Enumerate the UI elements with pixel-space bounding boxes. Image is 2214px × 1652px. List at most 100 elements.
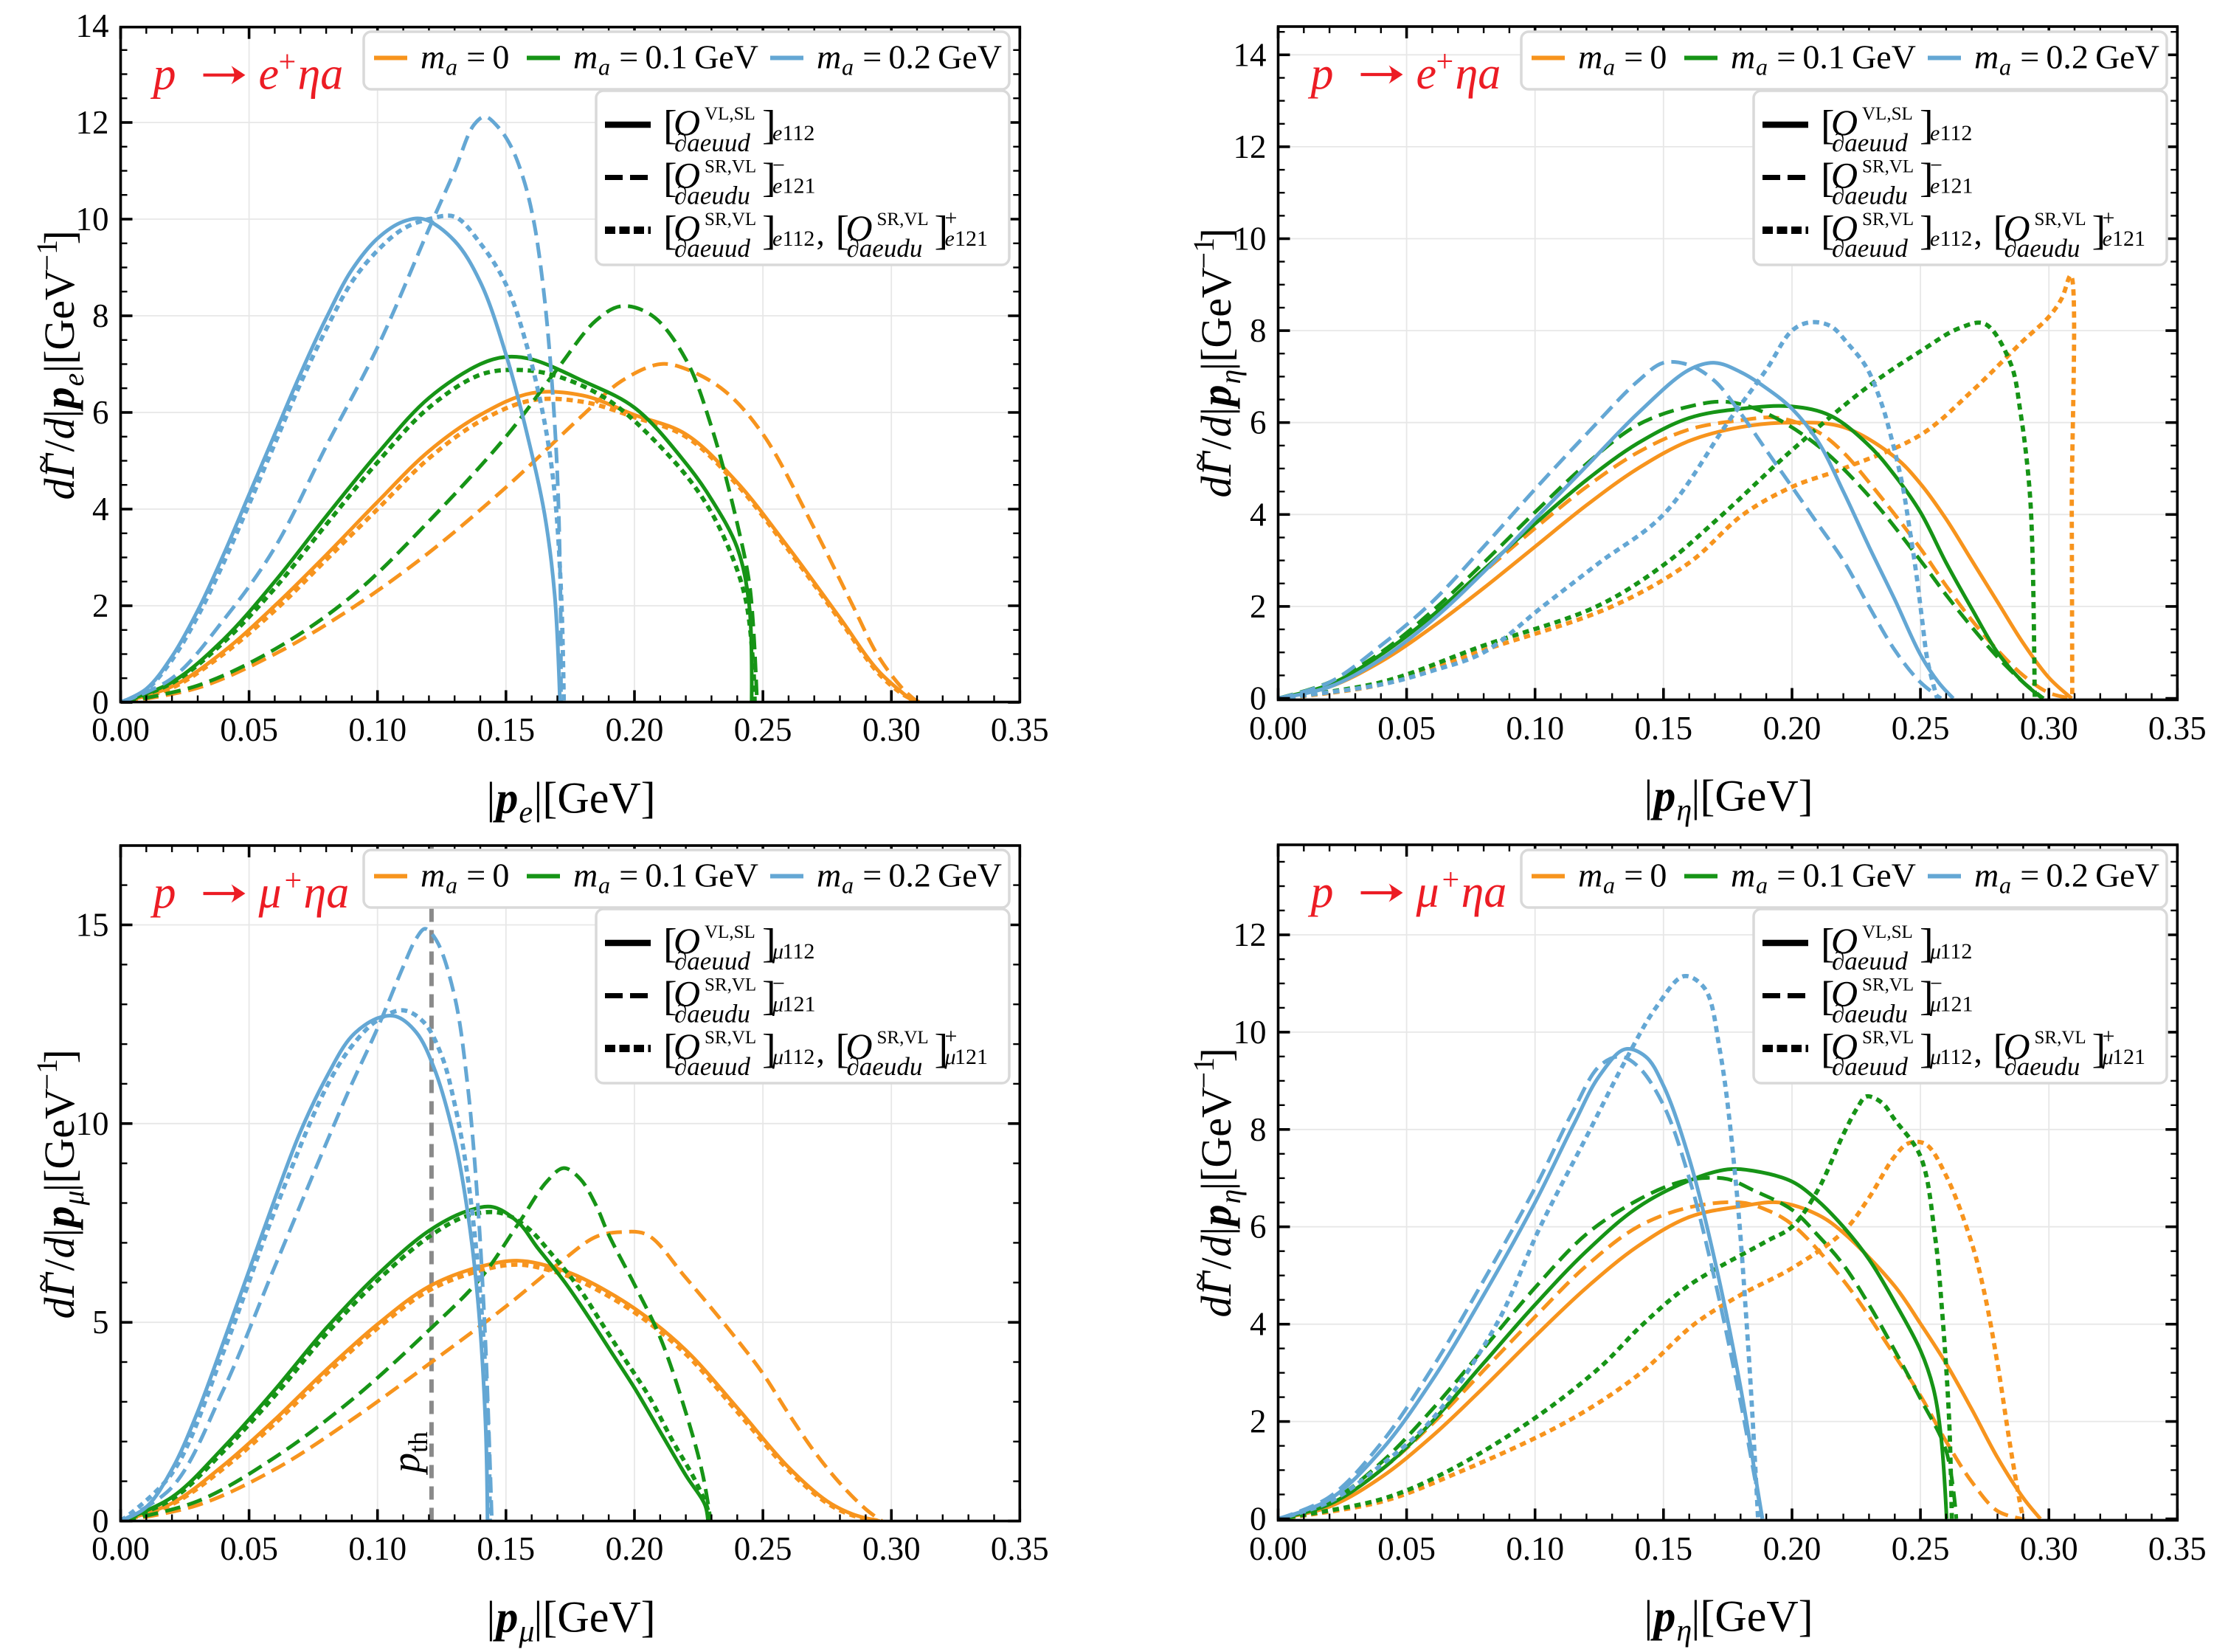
svg-text:|: | xyxy=(486,774,495,823)
svg-text:121: 121 xyxy=(2112,1045,2145,1069)
svg-text:∂aeuud: ∂aeuud xyxy=(674,947,750,975)
svg-text:a: a xyxy=(1756,54,1768,80)
svg-text:p: p xyxy=(1192,1205,1240,1230)
svg-text:4: 4 xyxy=(1250,496,1267,533)
svg-text:4: 4 xyxy=(1250,1306,1267,1343)
svg-text:|[GeV]: |[GeV] xyxy=(533,774,655,823)
svg-text:121: 121 xyxy=(2112,227,2145,251)
svg-text:= 0.2 GeV: = 0.2 GeV xyxy=(856,857,1002,894)
svg-text:d: d xyxy=(1192,1235,1240,1257)
svg-text:0.05: 0.05 xyxy=(1377,1530,1436,1567)
svg-text:O: O xyxy=(1831,155,1858,196)
svg-text:121: 121 xyxy=(1940,174,1973,198)
svg-text:10: 10 xyxy=(1234,221,1267,258)
svg-text:μ: μ xyxy=(1929,939,1941,964)
svg-text:[: [ xyxy=(1821,921,1835,967)
svg-text:∂aeuud: ∂aeuud xyxy=(1832,1052,1908,1081)
svg-text:112: 112 xyxy=(783,939,815,964)
svg-text:SR,VL: SR,VL xyxy=(877,210,929,229)
svg-text:m: m xyxy=(1731,38,1755,76)
svg-text:121: 121 xyxy=(1940,992,1973,1017)
svg-text:d: d xyxy=(35,1237,83,1259)
svg-text:m: m xyxy=(1578,38,1602,76)
svg-text:μ: μ xyxy=(57,1190,90,1206)
svg-text:0.25: 0.25 xyxy=(1892,1530,1950,1567)
svg-text:112: 112 xyxy=(1940,121,1973,145)
svg-text:d: d xyxy=(1192,1296,1240,1318)
svg-text:0.30: 0.30 xyxy=(862,1530,921,1567)
svg-text:d: d xyxy=(35,1297,83,1319)
svg-text:m: m xyxy=(817,38,841,76)
svg-text:= 0.1 GeV: = 0.1 GeV xyxy=(1770,857,1916,894)
svg-text:∂aeuud: ∂aeuud xyxy=(1832,234,1908,263)
svg-text:−1: −1 xyxy=(1187,1057,1220,1089)
svg-text:/: / xyxy=(35,1259,83,1271)
svg-text:a: a xyxy=(1999,54,2011,80)
svg-text:−1: −1 xyxy=(30,240,63,272)
svg-text:,: , xyxy=(817,215,825,252)
svg-text:]: ] xyxy=(935,208,949,254)
svg-text:|: | xyxy=(1192,407,1240,416)
svg-text:SR,VL: SR,VL xyxy=(1862,975,1914,995)
svg-text:0.20: 0.20 xyxy=(606,1530,664,1567)
svg-text:= 0: = 0 xyxy=(460,857,509,894)
svg-text:= 0.2 GeV: = 0.2 GeV xyxy=(2013,857,2159,894)
svg-text:ηa: ηa xyxy=(298,49,344,100)
svg-text:[: [ xyxy=(836,1026,850,1072)
svg-text:O: O xyxy=(674,973,700,1015)
svg-text:2: 2 xyxy=(92,587,109,624)
svg-text:+: + xyxy=(2103,206,2115,230)
svg-text:|[GeV: |[GeV xyxy=(1192,267,1240,371)
svg-text:a: a xyxy=(842,54,854,80)
svg-text:112: 112 xyxy=(783,121,815,145)
svg-text:μ: μ xyxy=(258,868,282,918)
svg-text:−1: −1 xyxy=(1187,238,1220,269)
svg-text:e: e xyxy=(1930,174,1940,198)
svg-text:|[GeV]: |[GeV] xyxy=(533,1593,655,1642)
svg-text:a: a xyxy=(446,872,457,899)
svg-text:VL,SL: VL,SL xyxy=(705,104,755,124)
svg-text:μ: μ xyxy=(772,939,783,964)
svg-text:η: η xyxy=(1676,1614,1692,1648)
svg-text:e: e xyxy=(259,49,280,100)
svg-text:12: 12 xyxy=(1234,128,1267,165)
svg-text:−: − xyxy=(1930,153,1943,178)
svg-text:|: | xyxy=(486,1593,495,1642)
svg-text:|: | xyxy=(1192,1227,1240,1236)
svg-text:−1: −1 xyxy=(30,1059,63,1091)
svg-text:2: 2 xyxy=(1250,1403,1267,1440)
svg-text:O: O xyxy=(846,207,873,249)
svg-text:μ: μ xyxy=(1929,1045,1941,1069)
svg-text:∂aeuud: ∂aeuud xyxy=(674,128,750,157)
svg-text:0.15: 0.15 xyxy=(1634,1530,1692,1567)
svg-text:,: , xyxy=(1974,215,1982,252)
svg-text:|[GeV: |[GeV xyxy=(35,1088,83,1192)
svg-text:8: 8 xyxy=(1250,1111,1267,1148)
svg-text:6: 6 xyxy=(1250,404,1267,441)
svg-text:O: O xyxy=(674,155,700,196)
svg-text:a: a xyxy=(1756,872,1768,899)
svg-text:|: | xyxy=(1644,1592,1653,1641)
svg-text:[: [ xyxy=(1821,1026,1835,1072)
svg-text:0.35: 0.35 xyxy=(2148,710,2207,747)
svg-text:∂aeudu: ∂aeudu xyxy=(847,1052,923,1081)
svg-text:[: [ xyxy=(1821,974,1835,1020)
svg-text:e: e xyxy=(57,373,90,387)
svg-text:a: a xyxy=(1603,54,1615,80)
svg-text:SR,VL: SR,VL xyxy=(1862,210,1914,229)
svg-text:d: d xyxy=(35,478,83,500)
svg-text:+: + xyxy=(1436,45,1454,79)
svg-text:|[GeV: |[GeV xyxy=(35,269,83,373)
svg-text:μ: μ xyxy=(1929,992,1941,1017)
svg-text:112: 112 xyxy=(1940,1045,1973,1069)
svg-text:∂aeuud: ∂aeuud xyxy=(1832,947,1908,975)
svg-text:O: O xyxy=(1831,1026,1858,1067)
svg-text:m: m xyxy=(573,857,598,894)
svg-text:m: m xyxy=(421,38,445,76)
svg-text:~: ~ xyxy=(1180,1273,1218,1291)
svg-text:0.15: 0.15 xyxy=(1634,710,1692,747)
svg-text:SR,VL: SR,VL xyxy=(705,1028,756,1048)
svg-text:a: a xyxy=(842,872,854,899)
svg-text:0.10: 0.10 xyxy=(348,711,407,748)
svg-text:p: p xyxy=(1650,772,1675,820)
